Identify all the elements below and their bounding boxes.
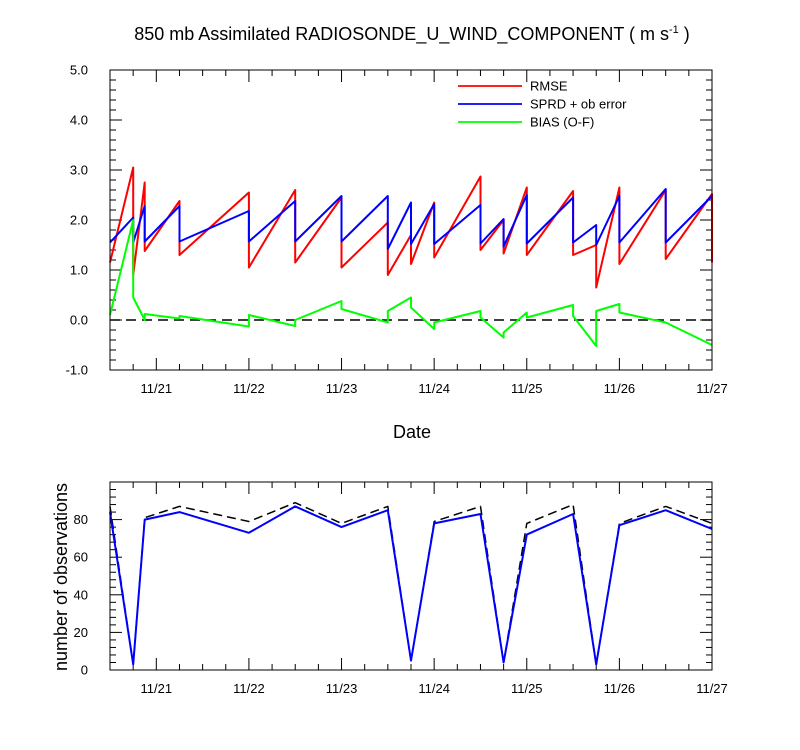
top-chart-panel: 11/21 11/22 11/23 11/24 11/25 11/26 11/27 -1.0 0… (66, 63, 728, 443)
bottom-x-tick-label: 11/23 (326, 681, 358, 696)
series-line-observations-assimilated (109, 505, 713, 666)
top-x-tick-label: 11/22 (233, 381, 265, 396)
top-tick-labels: 11/21 11/22 11/23 11/24 11/25 11/26 11/27 -1.0 0… (66, 63, 728, 397)
bottom-series-lines (109, 501, 713, 666)
bottom-x-tick-label: 11/25 (511, 681, 543, 696)
top-x-tick-label: 11/25 (511, 381, 543, 396)
legend-label-0: RMSE (530, 79, 568, 94)
bottom-y-tick-label: 0 (81, 663, 88, 678)
top-y-tick-label: 5.0 (70, 63, 88, 78)
bottom-x-tick-label: 11/27 (696, 681, 728, 696)
top-y-tick-label: 1.0 (70, 263, 88, 278)
top-y-tick-label: 0.0 (70, 313, 88, 328)
top-y-tick-label: -1.0 (66, 363, 88, 378)
series-line-sprd-ob-error (109, 188, 713, 250)
bottom-y-tick-label: 40 (74, 587, 88, 602)
bottom-y-tick-label: 60 (74, 550, 88, 565)
bottom-x-tick-label: 11/24 (418, 681, 450, 696)
legend-label-2: BIAS (O-F) (530, 115, 594, 130)
legend: RMSE SPRD + ob error BIAS (O-F) (458, 79, 627, 130)
top-axis-ticks (109, 69, 713, 371)
bottom-x-tick-label: 11/26 (604, 681, 636, 696)
bottom-tick-labels: 11/21 11/22 11/23 11/24 11/25 11/26 11/27 0 20 40… (74, 512, 728, 696)
top-x-tick-label: 11/23 (326, 381, 358, 396)
bottom-y-tick-label: 80 (74, 512, 88, 527)
top-x-tick-label: 11/26 (604, 381, 636, 396)
top-series-lines (109, 166, 713, 347)
bottom-chart-panel: 11/21 11/22 11/23 11/24 11/25 11/26 11/27 0 20 40… (51, 481, 728, 696)
x-axis-title: Date (393, 422, 431, 442)
top-y-tick-label: 3.0 (70, 163, 88, 178)
top-y-tick-label: 4.0 (70, 113, 88, 128)
top-x-tick-label: 11/21 (141, 381, 173, 396)
bottom-x-tick-label: 11/21 (141, 681, 173, 696)
series-line-observations-possible (109, 501, 713, 666)
title-end: ) (679, 24, 690, 44)
bottom-y-tick-label: 20 (74, 625, 88, 640)
title-superscript: -1 (669, 24, 679, 36)
top-y-tick-label: 2.0 (70, 213, 88, 228)
y-axis-title-observations: number of observations (51, 483, 71, 671)
legend-label-1: SPRD + ob error (530, 97, 627, 112)
top-x-tick-label: 11/24 (418, 381, 450, 396)
top-x-tick-label: 11/27 (696, 381, 728, 396)
chart-title: 850 mb Assimilated RADIOSONDE_U_WIND_COM… (134, 24, 690, 45)
bottom-plot-frame (109, 481, 713, 671)
top-plot-frame (109, 69, 713, 371)
bottom-x-tick-label: 11/22 (233, 681, 265, 696)
series-line-bias-o-f (109, 219, 713, 347)
